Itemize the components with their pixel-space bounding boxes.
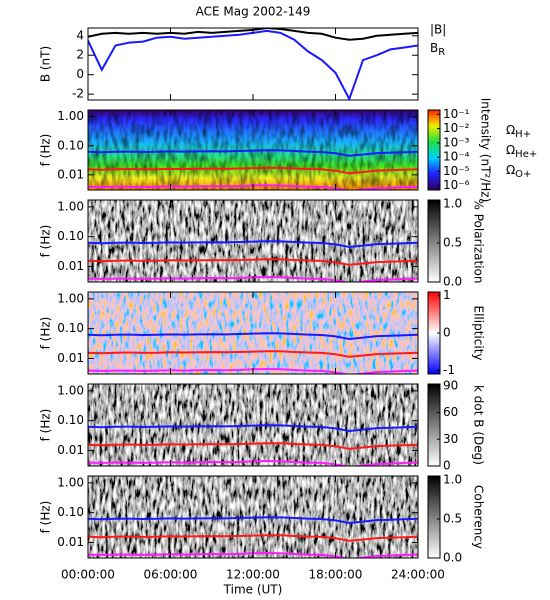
colorbar-label: Coherency <box>472 485 486 549</box>
colorbar-tick-label: 1.0 <box>443 196 462 210</box>
y-tick-label: 0.10 <box>57 229 84 243</box>
y-tick-label: 0.01 <box>57 443 84 457</box>
colorbar-tick-label: 10⁻² <box>443 121 470 135</box>
colorbar-tick-label: 10⁻⁶ <box>443 178 470 192</box>
colorbar-tick-label: 30 <box>443 432 458 446</box>
y-tick-label: 1.00 <box>57 199 84 213</box>
y-axis-label: f (Hz) <box>39 134 53 167</box>
colorbar-tick-label: 0.0 <box>443 275 462 289</box>
legend-label: ΩH+ <box>506 123 531 141</box>
colorbar <box>427 199 441 283</box>
colorbar-label: Ellipticity <box>472 306 486 361</box>
y-axis-label: f (Hz) <box>39 501 53 534</box>
gyrofrequency-line <box>88 442 418 450</box>
legend-label: ΩO+ <box>506 163 531 181</box>
y-axis-label: f (Hz) <box>39 409 53 442</box>
colorbar-tick-label: 10⁻⁴ <box>443 150 470 164</box>
line <box>88 29 418 100</box>
gyrofrequency-line <box>88 350 418 358</box>
x-tick-label: 24:00:00 <box>391 568 445 582</box>
gyrofrequency-line <box>88 240 418 249</box>
colorbar-tick-label: 0 <box>443 326 451 340</box>
colorbar-tick-label: 10⁻³ <box>443 135 470 149</box>
y-tick-label: 4 <box>76 28 84 42</box>
y-tick-label: 0.01 <box>57 259 84 273</box>
colorbar-tick-label: -1 <box>443 363 455 377</box>
y-tick-label: 0.10 <box>57 413 84 427</box>
gyrofrequency-line <box>88 534 418 542</box>
colorbar-tick-label: 60 <box>443 405 458 419</box>
y-tick-label: 1.00 <box>57 109 84 123</box>
colorbar <box>427 383 441 467</box>
plot-frame <box>87 27 419 101</box>
colorbar <box>427 475 441 559</box>
gyrofrequency-line <box>88 166 418 175</box>
y-tick-label: 0.01 <box>57 167 84 181</box>
y-tick-label: 2 <box>76 48 84 62</box>
y-tick-label: -2 <box>72 87 84 101</box>
gyrofrequency-line <box>88 424 418 433</box>
colorbar-label: Intensity (nT²/Hz) <box>479 98 493 203</box>
y-tick-label: 1.00 <box>57 475 84 489</box>
y-axis-label: f (Hz) <box>39 225 53 258</box>
y-axis-label: B (nT) <box>39 46 53 82</box>
gyrofrequency-line <box>88 516 418 525</box>
y-tick-label: 0.01 <box>57 535 84 549</box>
y-tick-label: 1.00 <box>57 383 84 397</box>
y-tick-label: 0 <box>76 67 84 81</box>
gyrofrequency-line <box>88 149 418 157</box>
y-tick-label: 0.10 <box>57 321 84 335</box>
colorbar-label: % Polarization <box>472 199 486 284</box>
colorbar-tick-label: 0.5 <box>443 511 462 525</box>
x-tick-label: 12:00:00 <box>226 568 280 582</box>
colorbar-tick-label: 10⁻¹ <box>443 107 470 121</box>
legend-label: |B| <box>430 23 446 37</box>
y-tick-label: 0.01 <box>57 351 84 365</box>
colorbar-tick-label: 1.0 <box>443 472 462 486</box>
colorbar <box>427 109 441 191</box>
y-axis-label: f (Hz) <box>39 317 53 350</box>
y-tick-label: 1.00 <box>57 291 84 305</box>
legend-label: ΩHe+ <box>506 143 537 161</box>
chart-title: ACE Mag 2002-149 <box>196 5 311 19</box>
gyrofrequency-line <box>88 332 418 341</box>
colorbar-tick-label: 90 <box>443 378 458 392</box>
y-tick-label: 0.10 <box>57 505 84 519</box>
colorbar-tick-label: 0.0 <box>443 551 462 565</box>
y-tick-label: 0.10 <box>57 138 84 152</box>
x-axis-label: Time (UT) <box>223 583 283 597</box>
x-tick-label: 00:00:00 <box>61 568 115 582</box>
x-tick-label: 18:00:00 <box>309 568 363 582</box>
colorbar-tick-label: 0 <box>443 459 451 473</box>
colorbar-label: k dot B (Deg) <box>472 385 486 465</box>
colorbar-tick-label: 0.5 <box>443 235 462 249</box>
colorbar-tick-label: 10⁻⁵ <box>443 164 470 178</box>
gyrofrequency-line <box>88 258 418 266</box>
colorbar-tick-label: 1 <box>443 288 451 302</box>
legend-label: BR <box>430 41 445 59</box>
x-tick-label: 06:00:00 <box>144 568 198 582</box>
